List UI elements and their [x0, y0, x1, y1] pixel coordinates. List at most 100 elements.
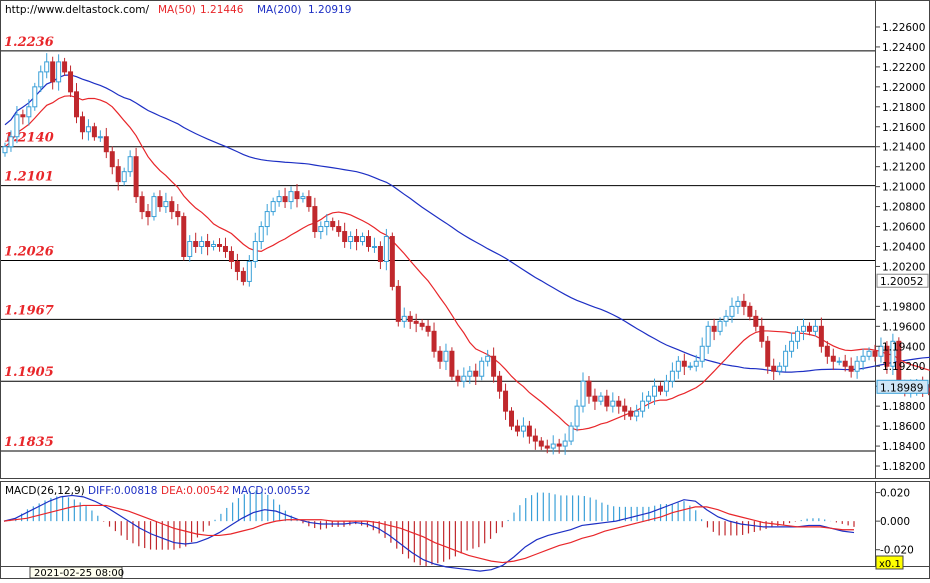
price-axis-label: 1.22000: [882, 82, 925, 94]
candle-body-down: [491, 355, 497, 377]
price-axis: 1.22600 1.22400 1.22200 1.22000 1.21800 1.216…: [876, 22, 929, 473]
candle-body-down: [765, 340, 771, 367]
macd-axis-label: 0.000: [880, 516, 910, 528]
candle-body-down: [830, 355, 836, 362]
candle-body-down: [234, 260, 240, 272]
candle-body-down: [68, 71, 74, 93]
candle-body-up: [687, 365, 693, 368]
candle-body-down: [222, 246, 228, 252]
candle-body-up: [705, 325, 711, 347]
price-axis-label: 1.18600: [882, 421, 925, 433]
ma200-line: [4, 74, 930, 373]
level-label: 1.2236: [4, 35, 54, 50]
candle-body-down: [753, 315, 759, 327]
candle-body-up: [2, 146, 8, 154]
candle-body-down: [586, 380, 592, 397]
candle-body-down: [622, 405, 628, 412]
time-axis-frame: [0, 566, 930, 579]
candle-body-down: [193, 241, 199, 247]
candle-body-down: [175, 211, 181, 218]
candle-body-up: [723, 315, 729, 322]
candle-body-down: [503, 390, 509, 412]
candle-body-up: [252, 241, 258, 262]
candle-body-up: [270, 201, 276, 213]
ma50-value: 1.21446: [200, 4, 244, 16]
ma50-label: MA(50): [158, 4, 196, 16]
candle-body-down: [681, 360, 687, 367]
candle-body-up: [735, 300, 741, 307]
candle-body-down: [526, 425, 532, 437]
candle-body-down: [437, 350, 443, 362]
candle-body-up: [878, 345, 884, 357]
candle-body-up: [562, 440, 568, 447]
price-axis-label: 1.20800: [882, 202, 925, 214]
candle-body-up: [401, 315, 407, 322]
current-price-box: [876, 273, 929, 288]
candle-body-down: [455, 375, 461, 382]
candle-body-down: [884, 345, 890, 367]
macd-axis-frame: [875, 481, 930, 567]
candle-body-down: [74, 91, 80, 118]
candle-body-up: [151, 196, 157, 218]
candle-body-up: [443, 350, 449, 362]
candle-body-up: [520, 425, 526, 432]
horizontal-levels: 1.22361.21401.21011.20261.19671.19051.18…: [1, 35, 875, 452]
candle-body-up: [276, 196, 282, 203]
candle-body-down: [556, 443, 562, 447]
price-axis-label: 1.18400: [882, 441, 925, 453]
price-axis-label: 1.19200: [882, 361, 925, 373]
candle-body-up: [121, 171, 127, 183]
candle-body-down: [240, 270, 246, 282]
level-label: 1.2026: [4, 244, 54, 259]
candle-body-up: [783, 350, 789, 367]
candle-body-down: [50, 61, 56, 83]
price-axis-label: 1.22400: [882, 42, 925, 54]
candle-body-up: [854, 360, 860, 372]
price-axis-label: 1.19800: [882, 301, 925, 313]
candle-body-up: [580, 380, 586, 407]
price-axis-label: 1.21800: [882, 102, 925, 114]
candle-body-down: [848, 365, 854, 372]
candle-body-up: [324, 221, 330, 228]
price-axis-label: 1.19600: [882, 321, 925, 333]
candle-body-up: [288, 191, 294, 203]
candle-body-down: [473, 370, 479, 377]
candle-body-down: [139, 196, 145, 213]
macd-dea-value: DEA:0.00542: [161, 485, 230, 497]
candle-body-down: [62, 61, 68, 73]
candle-body-down: [544, 445, 550, 449]
candle-body-down: [592, 395, 598, 402]
candle-body-up: [812, 325, 818, 332]
candle-body-down: [157, 196, 163, 208]
candle-body-up: [890, 340, 896, 367]
candle-body-up: [598, 395, 604, 402]
candle-body-down: [377, 246, 383, 262]
candle-body-up: [467, 370, 473, 377]
candle-body-up: [348, 236, 354, 243]
candle-body-up: [32, 86, 38, 108]
price-axis-label: 1.21000: [882, 182, 925, 194]
current-price-box: [876, 379, 929, 394]
timestamp-box: [29, 566, 123, 579]
candle-body-up: [199, 241, 205, 247]
candle-body-up: [300, 196, 306, 200]
candle-body-down: [205, 241, 211, 247]
candle-body-up: [640, 400, 646, 412]
candle-body-up: [264, 211, 270, 228]
candle-body-down: [842, 360, 848, 367]
candle-body-down: [497, 375, 503, 392]
current-price-label: 1.18989: [880, 382, 923, 394]
candle-body-up: [669, 370, 675, 382]
candle-body-up: [777, 365, 783, 372]
candle-body-up: [318, 226, 324, 233]
level-label: 1.1835: [4, 435, 54, 450]
price-axis-label: 1.22200: [882, 62, 925, 74]
candle-body-down: [771, 365, 777, 372]
zoom-level[interactable]: x0.1: [879, 559, 901, 570]
candle-body-down: [145, 211, 151, 218]
zoom-box[interactable]: [875, 555, 904, 570]
candle-body-down: [217, 244, 223, 248]
ma50-line: [4, 95, 930, 431]
price-axis-label: 1.18200: [882, 461, 925, 473]
